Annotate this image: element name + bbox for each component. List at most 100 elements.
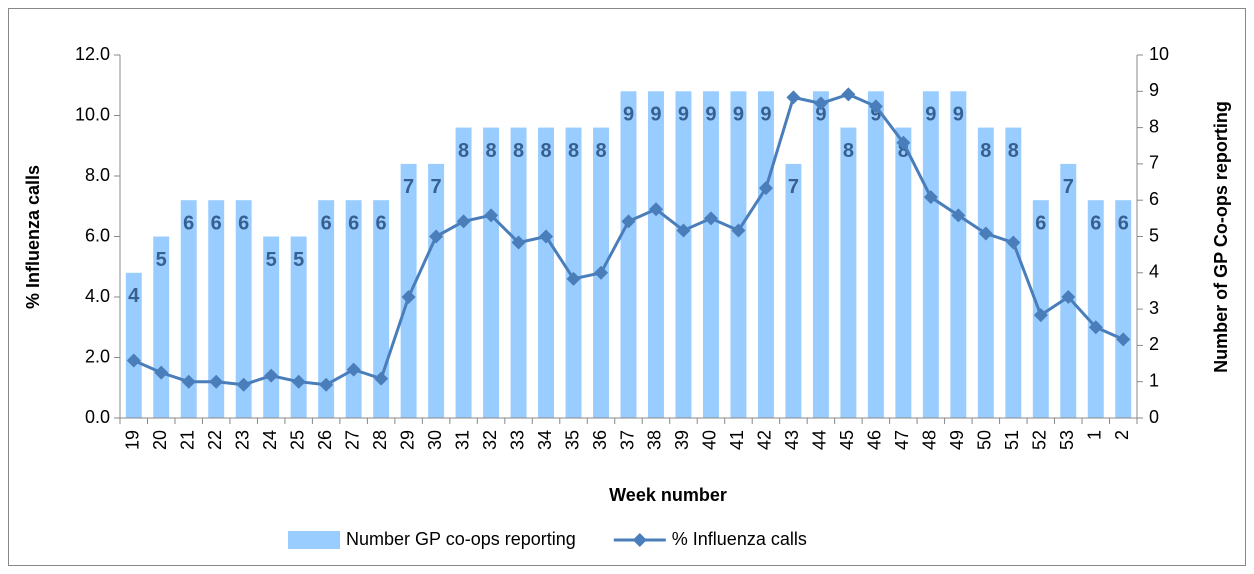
- x-tick-label: 44: [810, 430, 830, 450]
- x-tick-label: 48: [920, 430, 940, 450]
- bar-value-label: 9: [623, 104, 634, 126]
- x-tick-label: 40: [700, 430, 720, 450]
- y-tick-label: 10.0: [75, 104, 110, 124]
- x-tick-label: 37: [617, 430, 637, 450]
- x-tick-label: 46: [865, 430, 885, 450]
- bar-value-label: 6: [376, 212, 387, 234]
- marker: [676, 223, 691, 238]
- bar-value-label: 7: [431, 176, 442, 198]
- marker: [923, 190, 938, 205]
- bar: [345, 200, 362, 418]
- x-tick-label: 38: [645, 430, 665, 450]
- bar-value-label: 9: [925, 104, 936, 126]
- bar: [483, 127, 500, 418]
- bar-value-label: 9: [705, 104, 716, 126]
- bar: [318, 200, 335, 418]
- y2-tick-label: 5: [1149, 225, 1159, 245]
- legend-swatch: [288, 531, 340, 549]
- bar-value-label: 5: [293, 249, 304, 271]
- x-tick-label: 23: [232, 430, 252, 450]
- marker: [236, 377, 251, 392]
- marker: [264, 368, 279, 383]
- bar-value-label: 5: [266, 249, 277, 271]
- bar: [950, 91, 967, 419]
- y2-axis-title: Number of GP Co-ops reporting: [1211, 101, 1231, 373]
- x-tick-label: 21: [177, 430, 197, 450]
- bar-value-label: 4: [128, 285, 140, 307]
- marker: [209, 374, 224, 389]
- marker: [346, 362, 361, 377]
- bar: [538, 127, 555, 418]
- bar-value-label: 6: [211, 212, 222, 234]
- bar: [922, 91, 939, 419]
- bar: [1087, 200, 1104, 418]
- marker: [1006, 235, 1021, 250]
- marker: [484, 208, 499, 223]
- x-tick-label: 41: [727, 430, 747, 450]
- bar: [455, 127, 472, 418]
- bar-value-label: 9: [733, 104, 744, 126]
- marker: [1061, 290, 1076, 304]
- bar: [180, 200, 197, 418]
- x-tick-label: 51: [1002, 430, 1022, 450]
- y2-tick-label: 10: [1149, 44, 1169, 64]
- bar-value-label: 5: [156, 249, 167, 271]
- bar-value-label: 9: [953, 104, 964, 126]
- bar-value-label: 8: [1008, 140, 1019, 162]
- x-axis-title: Week number: [609, 485, 727, 505]
- x-tick-label: 30: [425, 430, 445, 450]
- bar-value-label: 9: [650, 104, 661, 126]
- bar-value-label: 9: [760, 104, 771, 126]
- x-tick-label: 27: [342, 430, 362, 450]
- bar-value-label: 8: [486, 140, 497, 162]
- y-tick-label: 0.0: [85, 407, 110, 427]
- marker: [731, 223, 746, 238]
- y-tick-label: 6.0: [85, 225, 110, 245]
- y-axis-title: % Influenza calls: [23, 165, 43, 309]
- bar: [510, 127, 527, 418]
- bar: [235, 200, 252, 418]
- x-tick-label: 36: [590, 430, 610, 450]
- marker: [621, 214, 636, 229]
- bar-value-label: 8: [513, 140, 524, 162]
- y2-tick-label: 4: [1149, 262, 1159, 282]
- y2-tick-label: 2: [1149, 334, 1159, 354]
- x-tick-label: 52: [1030, 430, 1050, 450]
- marker: [594, 265, 609, 280]
- x-tick-label: 25: [287, 430, 307, 450]
- marker: [703, 211, 718, 226]
- x-tick-label: 45: [837, 430, 857, 450]
- bar: [702, 91, 719, 419]
- marker: [951, 208, 966, 223]
- bar: [730, 91, 747, 419]
- y2-tick-label: 1: [1149, 370, 1159, 390]
- x-tick-label: 33: [507, 430, 527, 450]
- bar: [648, 91, 664, 419]
- y-tick-label: 2.0: [85, 346, 110, 366]
- bar-value-label: 8: [568, 140, 579, 162]
- bar: [125, 272, 142, 418]
- marker: [374, 371, 389, 386]
- x-tick-label: 47: [892, 430, 912, 450]
- bar-value-label: 8: [540, 140, 551, 162]
- marker: [813, 96, 828, 111]
- marker: [1116, 332, 1131, 347]
- bar-value-label: 8: [595, 140, 606, 162]
- bar: [977, 127, 994, 418]
- bar-value-label: 9: [870, 104, 881, 126]
- marker: [1088, 320, 1103, 335]
- bar: [812, 91, 829, 419]
- x-tick-label: 53: [1057, 430, 1077, 450]
- y2-tick-label: 3: [1149, 298, 1159, 318]
- marker: [566, 271, 581, 286]
- y2-tick-label: 8: [1149, 116, 1159, 136]
- bar-value-label: 9: [815, 104, 826, 126]
- bar-value-label: 6: [1090, 212, 1101, 234]
- bar-value-label: 8: [458, 140, 469, 162]
- x-tick-label: 31: [452, 430, 472, 450]
- bar: [840, 127, 857, 418]
- x-tick-label: 19: [122, 430, 142, 450]
- bar: [428, 163, 445, 418]
- marker: [154, 365, 169, 380]
- x-tick-label: 2: [1112, 430, 1132, 440]
